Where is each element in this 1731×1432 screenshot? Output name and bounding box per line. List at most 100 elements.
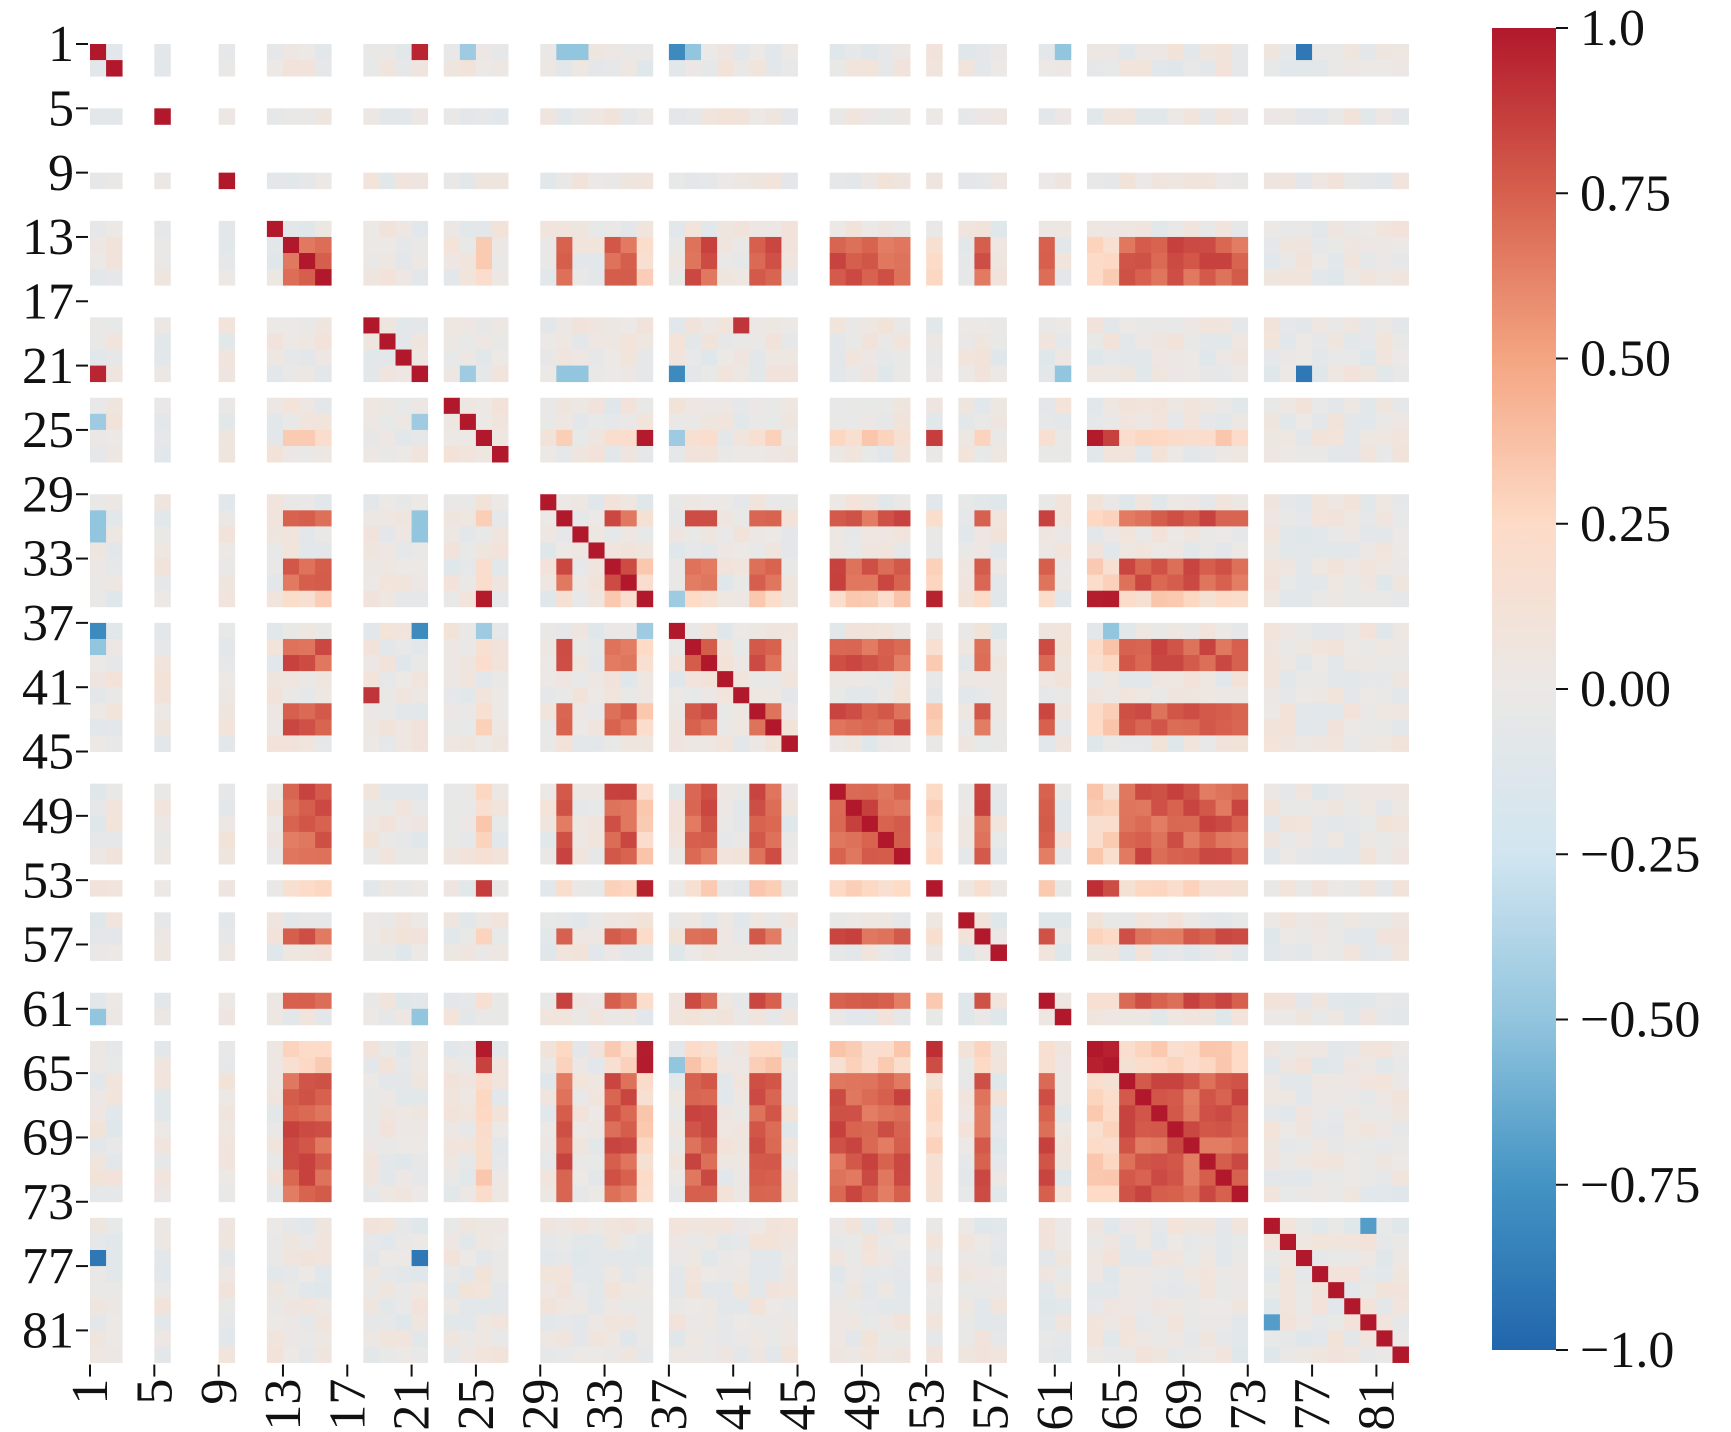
heatmap-cell [829, 526, 847, 543]
heatmap-cell [1086, 719, 1104, 736]
heatmap-cell [894, 446, 911, 463]
heatmap-cell [1312, 671, 1329, 688]
heatmap-cell [861, 429, 879, 447]
heatmap-cell [492, 1217, 509, 1235]
heatmap-cell [958, 703, 975, 720]
heatmap-cell [1392, 687, 1409, 704]
heatmap-cell [1328, 1282, 1345, 1299]
heatmap-cell [363, 317, 380, 334]
heatmap-cell [974, 253, 991, 270]
heatmap-cell [459, 655, 477, 672]
heatmap-cell [1328, 253, 1345, 270]
heatmap-cell [492, 1105, 509, 1122]
heatmap-cell [749, 703, 766, 720]
heatmap-cell [459, 1008, 477, 1026]
heatmap-cell [1151, 848, 1168, 865]
heatmap-cell [1376, 735, 1393, 752]
heatmap-cell [556, 655, 573, 672]
heatmap-cell [106, 1121, 123, 1138]
heatmap-cell [1392, 60, 1409, 77]
heatmap-cell [1279, 1153, 1297, 1170]
x-tick-label: 49 [834, 1379, 891, 1431]
heatmap-cell [1086, 848, 1104, 865]
heatmap-cell [620, 269, 638, 286]
heatmap-cell [411, 446, 429, 463]
heatmap-cell [395, 413, 412, 431]
heatmap-cell [282, 542, 300, 559]
heatmap-cell [556, 1121, 573, 1138]
heatmap-cell [1054, 912, 1072, 929]
heatmap-cell [106, 944, 123, 961]
heatmap-cell [1296, 1073, 1313, 1090]
heatmap-cell [636, 912, 654, 929]
heatmap-cell [492, 60, 509, 77]
heatmap-cell [106, 815, 123, 833]
heatmap-cell [829, 1298, 847, 1315]
heatmap-cell [1328, 1008, 1345, 1026]
heatmap-cell [620, 236, 638, 254]
heatmap-cell [282, 848, 300, 865]
heatmap-cell [829, 848, 847, 865]
heatmap-cell [894, 719, 911, 736]
heatmap-cell [1279, 671, 1297, 688]
heatmap-cell [475, 1153, 493, 1170]
heatmap-cell [1376, 1185, 1393, 1203]
heatmap-cell [620, 220, 638, 238]
heatmap-cell [926, 1073, 943, 1090]
heatmap-cell [926, 44, 943, 61]
heatmap-cell [1328, 719, 1345, 736]
heatmap-cell [765, 510, 782, 527]
heatmap-cell [1360, 1153, 1377, 1170]
heatmap-cell [588, 413, 605, 431]
heatmap-cell [733, 1266, 750, 1283]
heatmap-cell [1135, 783, 1152, 801]
heatmap-cell [1167, 671, 1184, 688]
heatmap-cell [1263, 1233, 1281, 1251]
heatmap-cell [1038, 44, 1056, 61]
heatmap-cell [1263, 1089, 1281, 1106]
heatmap-cell [1151, 526, 1168, 543]
heatmap-cell [1328, 1057, 1345, 1074]
heatmap-cell [717, 1250, 734, 1267]
heatmap-cell [106, 1073, 123, 1090]
heatmap-cell [845, 912, 863, 929]
heatmap-cell [829, 783, 847, 801]
heatmap-cell [218, 429, 236, 447]
x-tick-label: 25 [448, 1379, 505, 1431]
heatmap-cell [749, 269, 766, 286]
heatmap-cell [395, 799, 412, 817]
heatmap-cell [315, 1233, 332, 1251]
heatmap-cell [1199, 574, 1216, 592]
heatmap-cell [90, 317, 107, 334]
heatmap-cell [459, 1089, 477, 1106]
heatmap-cell [1296, 1105, 1313, 1122]
heatmap-cell [1119, 172, 1136, 190]
heatmap-cell [765, 253, 782, 270]
heatmap-cell [1038, 1346, 1056, 1363]
heatmap-cell [218, 815, 236, 833]
heatmap-cell [781, 1008, 798, 1026]
heatmap-cell [1279, 397, 1297, 415]
heatmap-cell [1376, 1233, 1393, 1251]
heatmap-cell [974, 1346, 991, 1363]
heatmap-cell [218, 1137, 236, 1154]
heatmap-cell [1360, 1057, 1377, 1074]
heatmap-cell [540, 349, 557, 366]
heatmap-cell [443, 735, 461, 752]
heatmap-cell [926, 365, 943, 383]
heatmap-cell [1328, 1217, 1345, 1235]
heatmap-cell [717, 1008, 734, 1026]
heatmap-cell [749, 1250, 766, 1267]
heatmap-cell [829, 1185, 847, 1203]
heatmap-cell [299, 446, 316, 463]
heatmap-cell [684, 1121, 702, 1138]
heatmap-cell [1231, 558, 1249, 576]
heatmap-cell [1103, 1314, 1120, 1331]
heatmap-cell [106, 108, 123, 125]
heatmap-cell [990, 944, 1007, 961]
heatmap-cell [877, 220, 895, 238]
heatmap-cell [781, 510, 798, 527]
heatmap-cell [1151, 1040, 1168, 1058]
heatmap-cell [90, 848, 107, 865]
